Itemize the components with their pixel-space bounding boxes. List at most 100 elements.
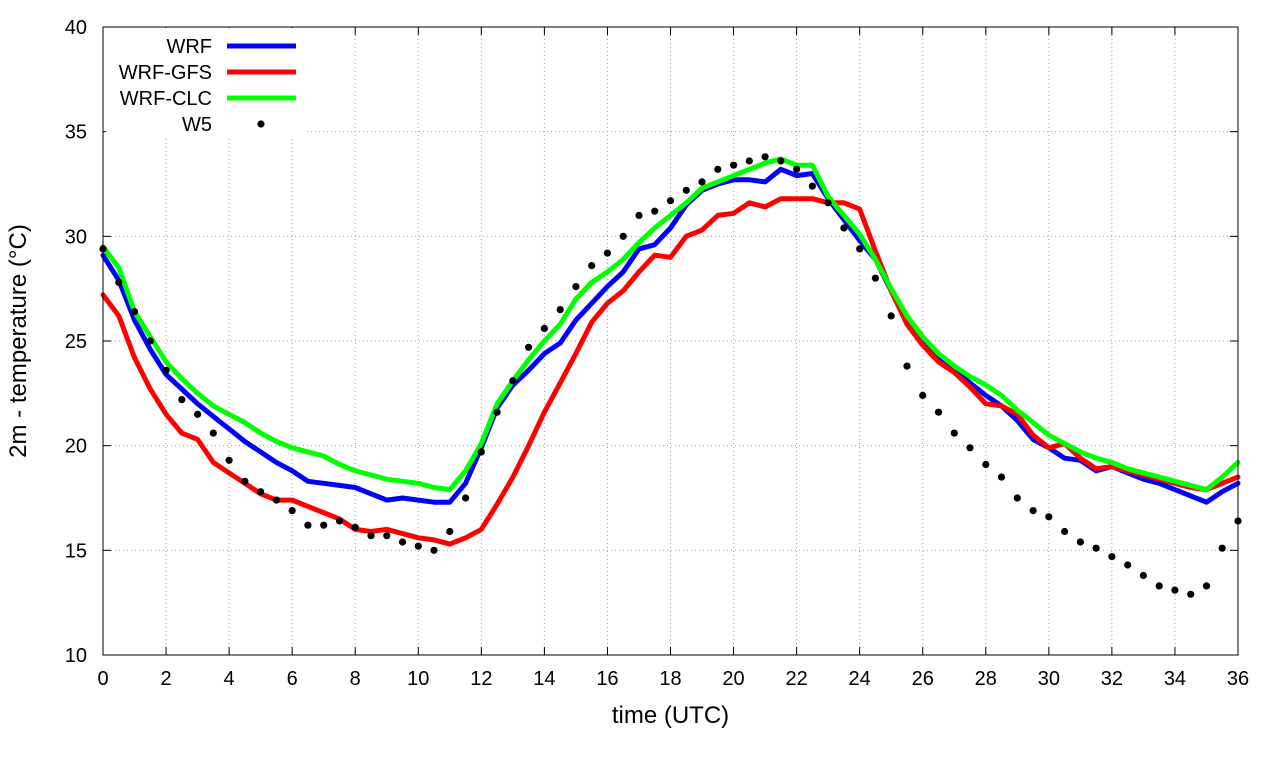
data-point-w5	[698, 178, 706, 186]
x-tick-label: 20	[722, 668, 744, 690]
data-point-w5	[257, 488, 265, 496]
data-point-w5	[1092, 544, 1100, 552]
x-axis-title: time (UTC)	[612, 702, 729, 729]
data-point-w5	[730, 161, 738, 169]
data-point-w5	[1061, 527, 1069, 536]
x-tick-label: 24	[849, 668, 871, 690]
data-point-w5	[1013, 494, 1021, 502]
data-point-w5	[635, 211, 643, 219]
data-point-w5	[241, 477, 249, 485]
x-tick-label: 22	[785, 668, 807, 690]
axis-ticks: 0 2 4 6 8 10 12 14 16 18 20 22 24 26 28 30 32 34 361015202…	[65, 17, 1249, 690]
y-tick-label: 30	[65, 226, 87, 248]
series-line-wrf-gfs	[100, 196, 1241, 547]
data-point-w5	[477, 448, 485, 456]
data-point-w5	[130, 308, 139, 316]
data-point-w5	[682, 186, 690, 194]
data-point-w5	[1108, 553, 1116, 561]
data-point-w5	[320, 521, 328, 529]
data-point-w5	[430, 546, 438, 554]
data-point-w5	[1202, 582, 1211, 590]
data-point-w5	[556, 306, 564, 314]
data-point-w5	[225, 456, 233, 464]
data-point-w5	[178, 396, 186, 404]
data-point-w5	[414, 542, 422, 550]
data-point-w5	[1218, 544, 1226, 552]
x-tick-label: 28	[975, 668, 997, 690]
data-point-w5	[761, 153, 769, 161]
x-tick-label: 6	[287, 668, 298, 690]
data-point-w5	[351, 523, 359, 531]
y-tick-label: 10	[65, 645, 87, 667]
data-point-w5	[398, 538, 407, 546]
x-tick-label: 12	[470, 668, 492, 690]
x-tick-label: 14	[533, 668, 555, 690]
data-point-w5	[950, 429, 958, 437]
data-point-w5	[272, 496, 280, 504]
legend-swatch-w5	[257, 120, 265, 128]
x-tick-label: 34	[1164, 668, 1186, 690]
data-point-w5	[383, 532, 391, 540]
data-point-w5	[887, 312, 895, 320]
data-point-w5	[666, 197, 675, 205]
data-point-w5	[1187, 590, 1195, 598]
legend-label-wrf: WRF	[166, 36, 212, 58]
data-point-w5	[540, 324, 549, 332]
legend-label-wrf-gfs: WRF-GFS	[119, 62, 212, 84]
data-point-w5	[856, 245, 864, 253]
data-point-w5	[934, 408, 943, 416]
y-tick-label: 20	[65, 436, 87, 458]
data-point-w5	[304, 521, 312, 529]
data-point-w5	[462, 494, 470, 502]
y-tick-label: 35	[65, 122, 87, 144]
data-point-w5	[572, 283, 580, 291]
data-point-w5	[588, 262, 596, 270]
data-point-w5	[793, 165, 801, 173]
data-point-w5	[777, 157, 785, 165]
data-point-w5	[209, 429, 217, 437]
data-point-w5	[619, 232, 627, 240]
y-tick-label: 15	[65, 540, 87, 562]
data-point-w5	[1045, 513, 1053, 521]
data-point-w5	[1139, 571, 1147, 580]
data-point-w5	[997, 473, 1006, 481]
data-point-w5	[162, 366, 170, 374]
data-point-w5	[919, 391, 927, 399]
data-point-w5	[525, 343, 533, 351]
data-point-w5	[367, 532, 375, 540]
x-tick-label: 10	[407, 668, 429, 690]
data-point-w5	[966, 444, 974, 452]
x-tick-label: 30	[1038, 668, 1060, 690]
x-tick-label: 26	[912, 668, 934, 690]
x-tick-label: 16	[596, 668, 618, 690]
data-point-w5	[1155, 582, 1163, 590]
data-point-w5	[509, 377, 517, 385]
x-tick-label: 4	[224, 668, 235, 690]
data-point-w5	[745, 157, 753, 165]
x-tick-label: 0	[97, 668, 108, 690]
data-point-w5	[840, 224, 848, 232]
legend: WRF WRF-GFS WRF-CLC W5	[106, 28, 306, 136]
data-point-w5	[115, 278, 123, 286]
data-point-w5	[903, 362, 911, 370]
data-point-w5	[1124, 561, 1132, 569]
data-point-w5	[1029, 507, 1037, 515]
data-point-w5	[871, 274, 880, 282]
data-point-w5	[824, 199, 832, 207]
data-point-w5	[808, 182, 817, 190]
x-tick-label: 32	[1101, 668, 1123, 690]
legend-label-w5: W5	[182, 114, 212, 136]
y-axis-title: 2m - temperature (°C)	[5, 224, 32, 458]
x-tick-label: 8	[350, 668, 361, 690]
x-tick-label: 18	[659, 668, 681, 690]
x-tick-label: 2	[160, 668, 171, 690]
y-tick-label: 25	[65, 331, 87, 353]
legend-label-wrf-clc: WRF-CLC	[120, 88, 212, 110]
data-point-w5	[493, 408, 501, 416]
x-tick-label: 36	[1227, 668, 1249, 690]
data-point-w5	[146, 337, 154, 345]
data-point-w5	[446, 527, 454, 536]
series-line-wrf-clc	[100, 156, 1241, 493]
data-point-w5	[603, 249, 612, 257]
